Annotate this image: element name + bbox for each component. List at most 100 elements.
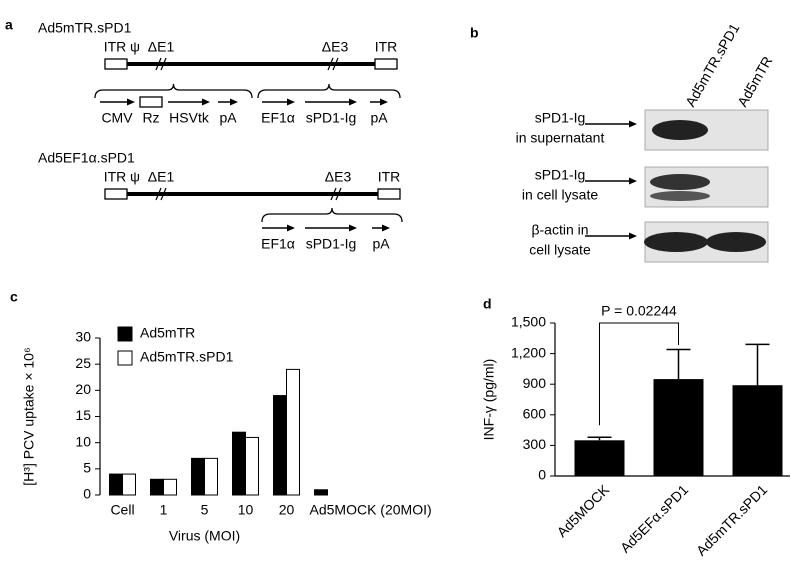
bar: [109, 473, 123, 496]
bar: [286, 368, 300, 496]
element-label: sPD1-Ig: [306, 236, 357, 252]
row-label: cell lysate: [529, 242, 591, 258]
x-tick-label: 5: [201, 502, 209, 518]
element-label: EF1α: [261, 236, 295, 252]
row-label: sPD1-Ig: [535, 110, 586, 126]
lane-label: Ad5mTR: [734, 54, 775, 110]
element-label: EF1α: [261, 110, 295, 126]
y-tick-label: 5: [83, 460, 91, 476]
bar: [150, 478, 164, 496]
band: [650, 191, 710, 201]
row-label: in cell lysate: [522, 187, 598, 203]
slash: [330, 187, 337, 201]
y-tick-label: 30: [75, 329, 91, 345]
element-label: HSVtk: [169, 110, 210, 126]
x-tick-label: Ad5mTR.sPD1: [693, 481, 770, 558]
arrow-head: [127, 98, 135, 106]
y-axis-label: INF-γ (pg/ml): [481, 359, 497, 441]
arrow-head: [202, 98, 210, 106]
arrow-head: [287, 224, 295, 232]
genome-label: ΔE1: [148, 169, 175, 185]
slash: [160, 187, 167, 201]
y-axis-label: [H³] PCV uptake × 10⁶: [21, 347, 37, 485]
arrow-head: [230, 98, 238, 106]
genome-label: ψ: [130, 169, 140, 185]
x-tick-label: 10: [238, 502, 254, 518]
y-tick-label: 900: [523, 375, 547, 391]
brace: [261, 207, 403, 223]
y-tick-label: 1,200: [511, 344, 546, 360]
y-tick-label: 25: [75, 355, 91, 371]
bar: [163, 478, 177, 496]
construct-name: Ad5EF1α.sPD1: [38, 150, 135, 166]
genome-label: ITR: [378, 169, 401, 185]
panel-label: b: [470, 25, 479, 41]
genome-label: ITR: [104, 39, 127, 55]
y-tick-label: 1,500: [511, 314, 546, 330]
band: [706, 232, 766, 252]
element-label: Rz: [142, 110, 159, 126]
bar: [204, 457, 218, 496]
x-tick-label: 20: [279, 502, 295, 518]
genome-label: ψ: [130, 39, 140, 55]
x-tick-label: Ad5MOCK (20MOI): [310, 502, 432, 518]
itr-box: [377, 188, 401, 200]
error-bar: [666, 348, 691, 380]
legend-swatch: [117, 350, 133, 366]
arrow-head: [349, 98, 357, 106]
itr-box: [104, 188, 128, 200]
genome-label: ITR: [104, 169, 127, 185]
brace: [257, 83, 401, 99]
row-label: in supernatant: [516, 130, 605, 146]
band: [652, 120, 708, 140]
element-label: CMV: [101, 110, 133, 126]
bar: [122, 473, 136, 496]
slash: [335, 187, 342, 201]
itr-box: [374, 58, 398, 70]
bar: [273, 395, 287, 496]
element-label: sPD1-Ig: [306, 110, 357, 126]
bar: [232, 431, 246, 496]
genome-label: ΔE3: [322, 39, 349, 55]
error-bar: [745, 343, 770, 386]
bar: [653, 379, 704, 476]
genome-label: ΔE1: [148, 39, 175, 55]
arrow-head: [629, 232, 637, 240]
arrow-head: [629, 177, 637, 185]
bar: [574, 440, 625, 476]
legend-swatch: [117, 326, 133, 342]
itr-box: [104, 58, 128, 70]
annotation: P = 0.02244: [601, 303, 677, 319]
brace: [94, 83, 253, 99]
construct-name: Ad5mTR.sPD1: [38, 20, 132, 36]
genome-label: ITR: [375, 39, 398, 55]
genome-label: ΔE3: [325, 169, 352, 185]
y-tick-label: 300: [523, 436, 547, 452]
bar: [732, 385, 783, 476]
arrow-head: [349, 224, 357, 232]
significance-bracket: [599, 322, 679, 426]
y-tick-label: 0: [83, 486, 91, 502]
x-axis-label: Virus (MOI): [169, 528, 240, 544]
panel-label: c: [10, 289, 18, 305]
lane-label: Ad5mTR.sPD1: [682, 20, 743, 109]
element-label: pA: [372, 236, 390, 252]
element-label: pA: [370, 110, 388, 126]
arrow-head: [287, 98, 295, 106]
arrow-head: [380, 98, 388, 106]
bar: [245, 436, 259, 496]
band: [644, 232, 708, 252]
bar: [314, 489, 328, 496]
element-label: pA: [219, 110, 237, 126]
row-label: β-actin in: [531, 222, 588, 238]
legend-label: Ad5mTR: [140, 325, 195, 341]
panel-label: d: [483, 296, 492, 312]
slash: [155, 187, 162, 201]
band: [650, 174, 710, 190]
slash: [327, 57, 334, 71]
arrow-head: [629, 120, 637, 128]
x-tick-label: 1: [160, 502, 168, 518]
bar: [191, 457, 205, 496]
error-bar: [587, 436, 612, 441]
